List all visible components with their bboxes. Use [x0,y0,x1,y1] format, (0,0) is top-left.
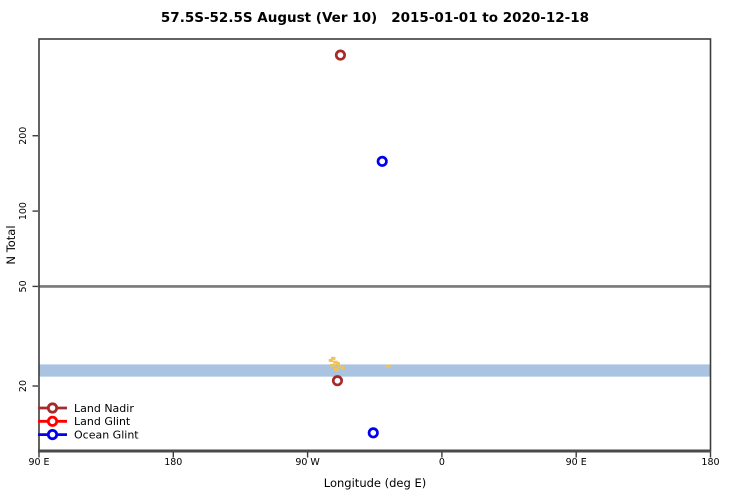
chart-title: 57.5S-52.5S August (Ver 10) 2015-01-01 t… [160,10,590,26]
legend-label: Ocean Glint [74,428,139,441]
legend-symbol-circle [46,428,59,441]
x-tick-label: 0 [439,457,445,468]
data-point-land-nadir [331,375,343,387]
small-mark [330,363,335,367]
highlight-band [39,364,711,377]
x-tick-label: 90 E [566,457,587,468]
y-tick-label: 50 [18,280,29,292]
y-axis-label: N Total [4,225,18,265]
small-mark [340,366,346,370]
legend-label: Land Nadir [74,402,134,415]
data-point-land-nadir [334,49,346,61]
small-mark [386,364,391,368]
x-axis-label: Longitude (deg E) [323,476,427,490]
y-tick-label: 20 [18,380,29,392]
data-point-ocean-glint [376,155,388,167]
x-tick-label: 90 W [295,457,320,468]
legend-symbol-circle [46,415,59,427]
small-mark [330,356,336,360]
legend-label: Land Glint [74,415,131,428]
x-tick-label: 90 E [28,457,49,468]
data-point-ocean-glint [367,427,379,439]
y-tick-label: 100 [18,202,29,220]
small-mark [333,367,339,371]
small-mark [337,365,343,369]
plot-frame [38,38,712,452]
y-tick-label: 200 [18,127,29,145]
small-mark [335,362,340,366]
legend-symbol-circle [46,402,59,414]
x-tick-label: 180 [164,457,182,468]
x-tick-label: 180 [701,457,719,468]
small-mark [328,358,334,362]
